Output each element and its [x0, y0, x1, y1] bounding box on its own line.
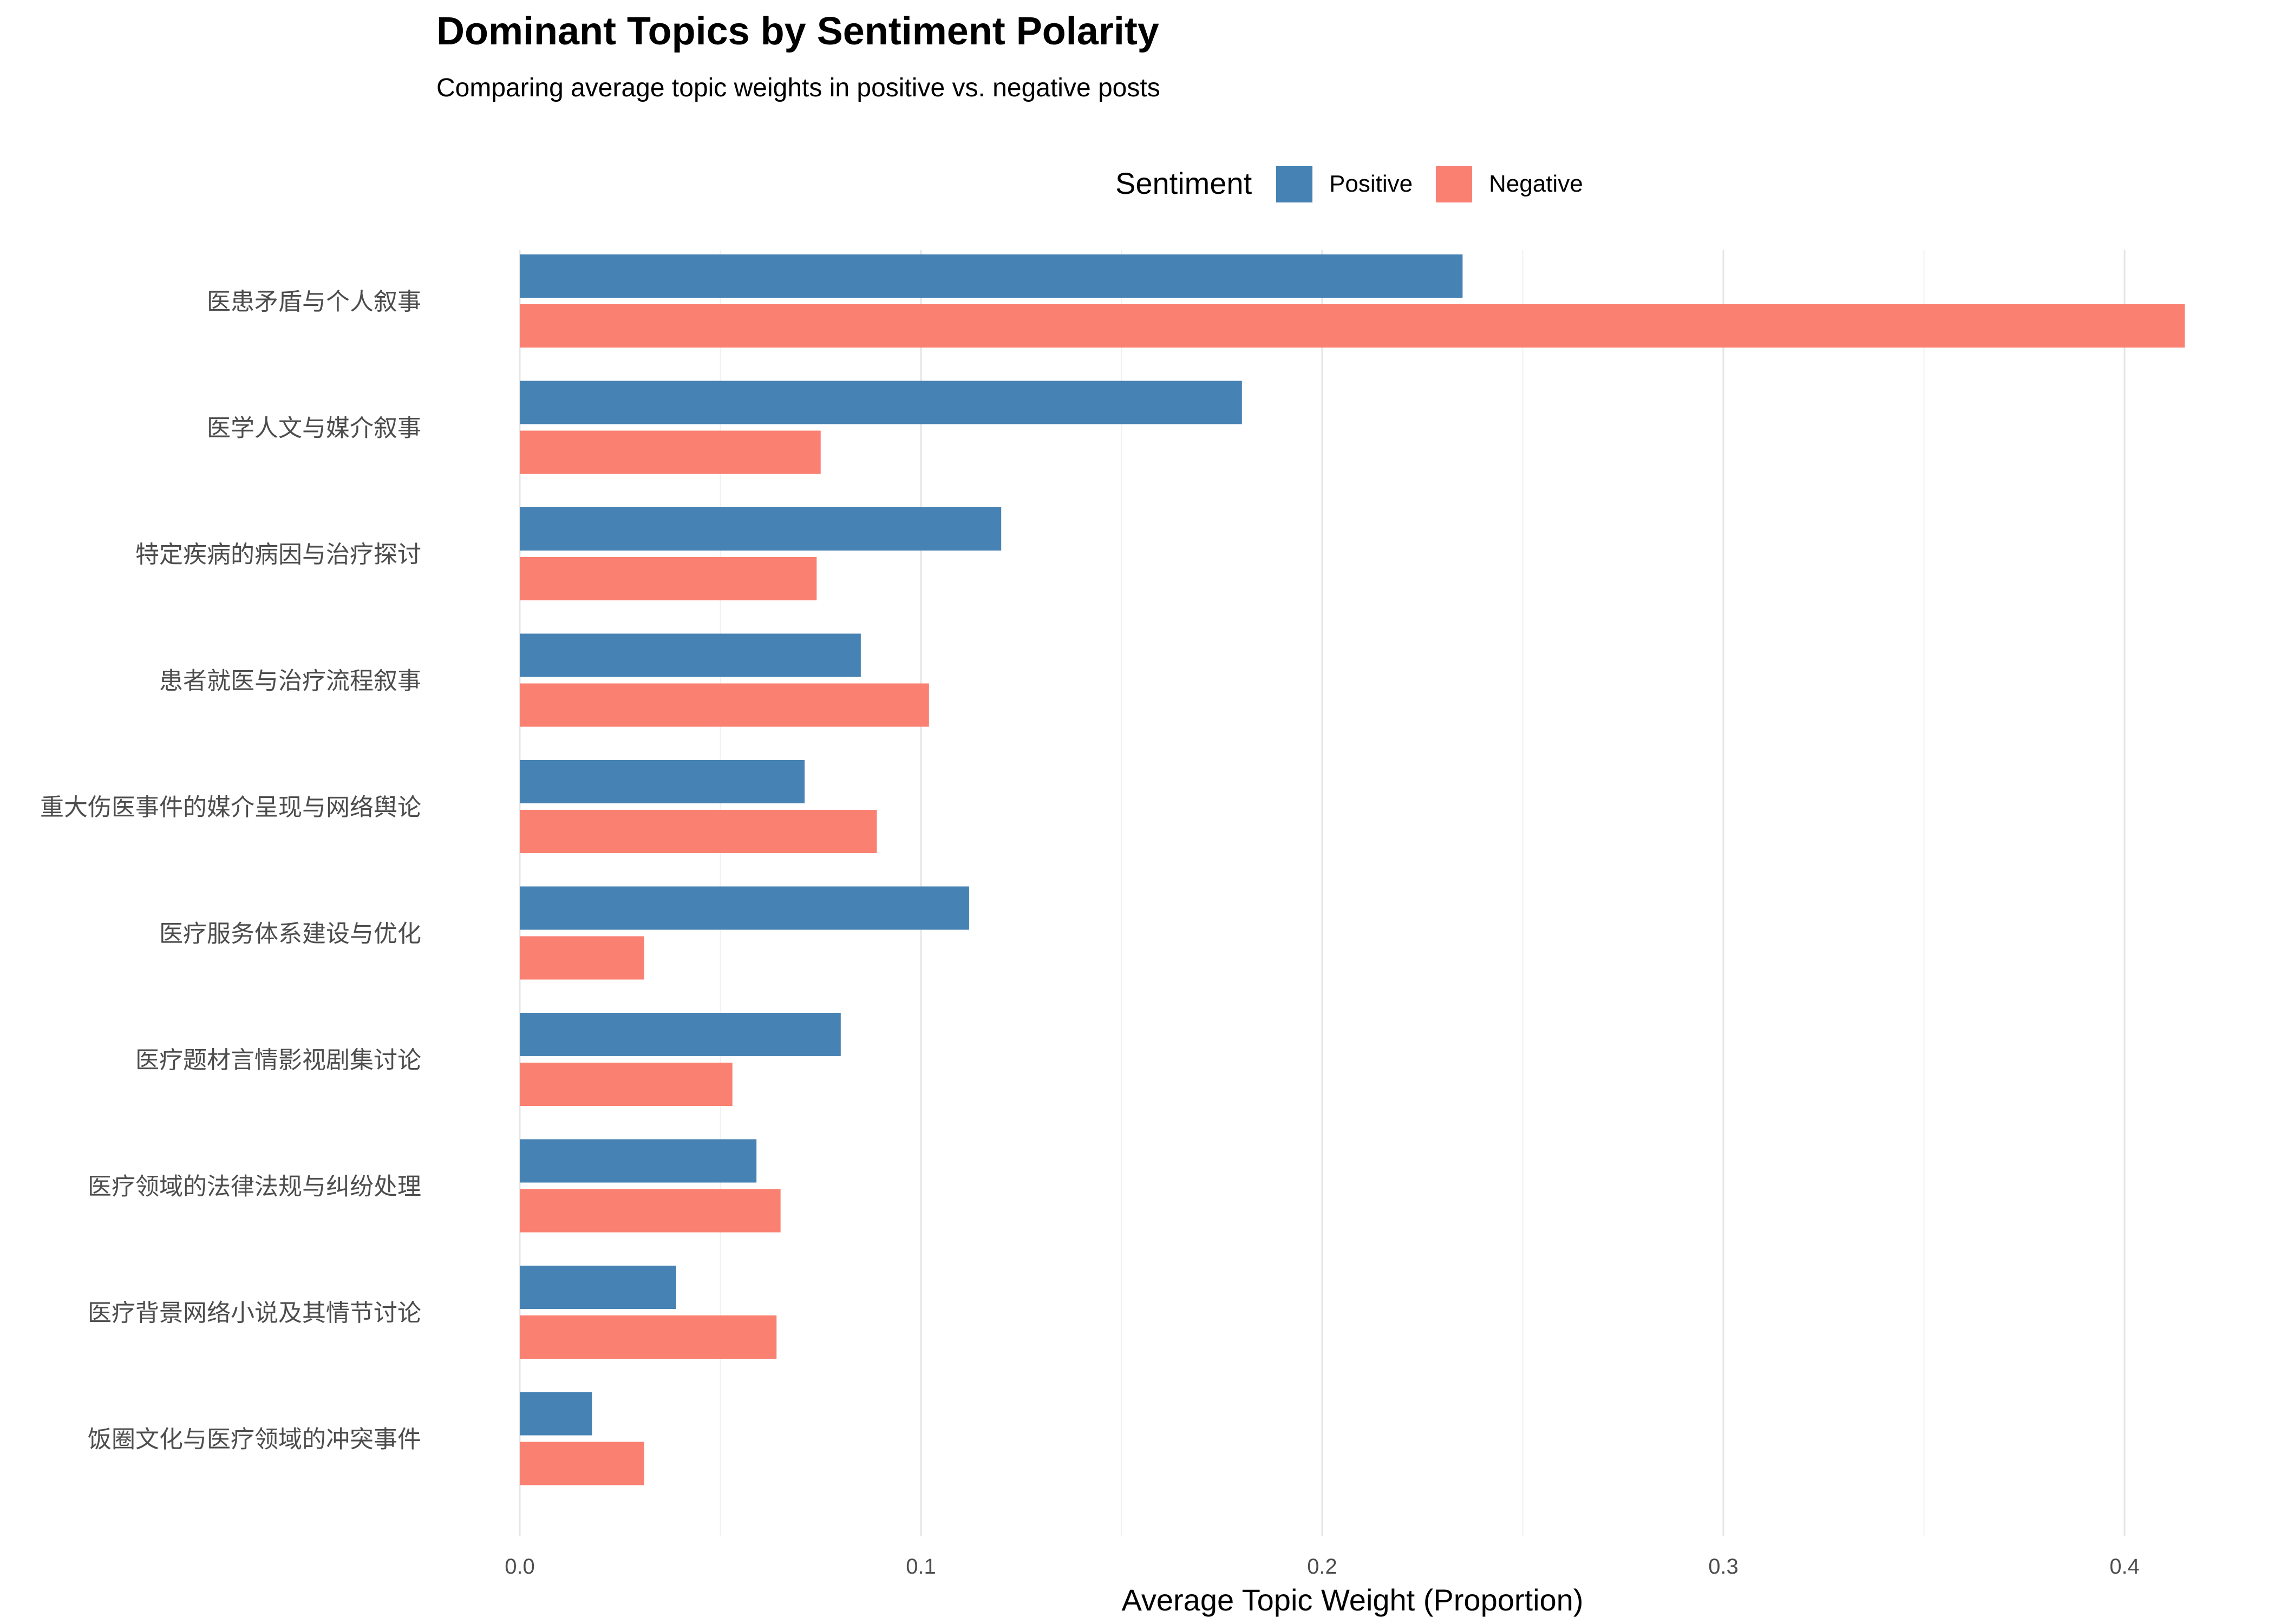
x-tick-label: 0.1 [906, 1555, 936, 1579]
category-label: 重大伤医事件的媒介呈现与网络舆论 [40, 794, 421, 821]
x-tick-label: 0.3 [1708, 1555, 1739, 1579]
bar-negative [520, 1063, 733, 1106]
bar-positive [520, 760, 805, 803]
x-tick-label: 0.0 [505, 1555, 535, 1579]
bar-negative [520, 304, 2185, 348]
legend-swatch-negative [1436, 166, 1472, 202]
bar-positive [520, 507, 1002, 551]
chart-title: Dominant Topics by Sentiment Polarity [436, 10, 1159, 53]
bar-negative [520, 1442, 644, 1485]
legend: Sentiment Positive Negative [1115, 166, 1583, 202]
chart-subtitle: Comparing average topic weights in posit… [436, 74, 1160, 102]
category-labels: 医患矛盾与个人叙事医学人文与媒介叙事特定疾病的病因与治疗探讨患者就医与治疗流程叙… [40, 288, 421, 1453]
bar-positive [520, 1266, 676, 1309]
x-tick-label: 0.4 [2109, 1555, 2140, 1579]
legend-swatch-positive [1276, 166, 1312, 202]
bar-positive [520, 254, 1463, 298]
category-label: 医疗题材言情影视剧集讨论 [135, 1046, 421, 1074]
bar-positive [520, 1013, 841, 1056]
category-label: 特定疾病的病因与治疗探讨 [135, 541, 421, 568]
x-axis-title: Average Topic Weight (Proportion) [1122, 1583, 1584, 1617]
category-label: 医疗领域的法律法规与纠纷处理 [88, 1173, 421, 1201]
bar-negative [520, 936, 644, 980]
bar-positive [520, 1139, 757, 1183]
bar-positive [520, 1392, 592, 1436]
bar-negative [520, 683, 929, 727]
legend-label-positive: Positive [1329, 171, 1413, 197]
bar-negative [520, 1189, 781, 1233]
bar-positive [520, 886, 969, 930]
bar-negative [520, 557, 817, 600]
category-label: 医患矛盾与个人叙事 [207, 288, 421, 316]
legend-label-negative: Negative [1489, 171, 1583, 197]
category-label: 医疗背景网络小说及其情节讨论 [88, 1299, 421, 1327]
bar-positive [520, 633, 861, 677]
bar-negative [520, 810, 877, 853]
bar-positive [520, 381, 1242, 424]
category-label: 医疗服务体系建设与优化 [159, 920, 421, 948]
category-label: 饭圈文化与医疗领域的冲突事件 [88, 1426, 421, 1453]
bar-negative [520, 1315, 777, 1359]
bar-negative [520, 430, 821, 474]
bars [520, 254, 2185, 1485]
category-label: 医学人文与媒介叙事 [207, 415, 421, 442]
x-tick-labels: 0.0 0.1 0.2 0.3 0.4 [505, 1555, 2140, 1579]
legend-title: Sentiment [1115, 166, 1252, 200]
x-tick-label: 0.2 [1307, 1555, 1337, 1579]
category-label: 患者就医与治疗流程叙事 [159, 667, 421, 695]
